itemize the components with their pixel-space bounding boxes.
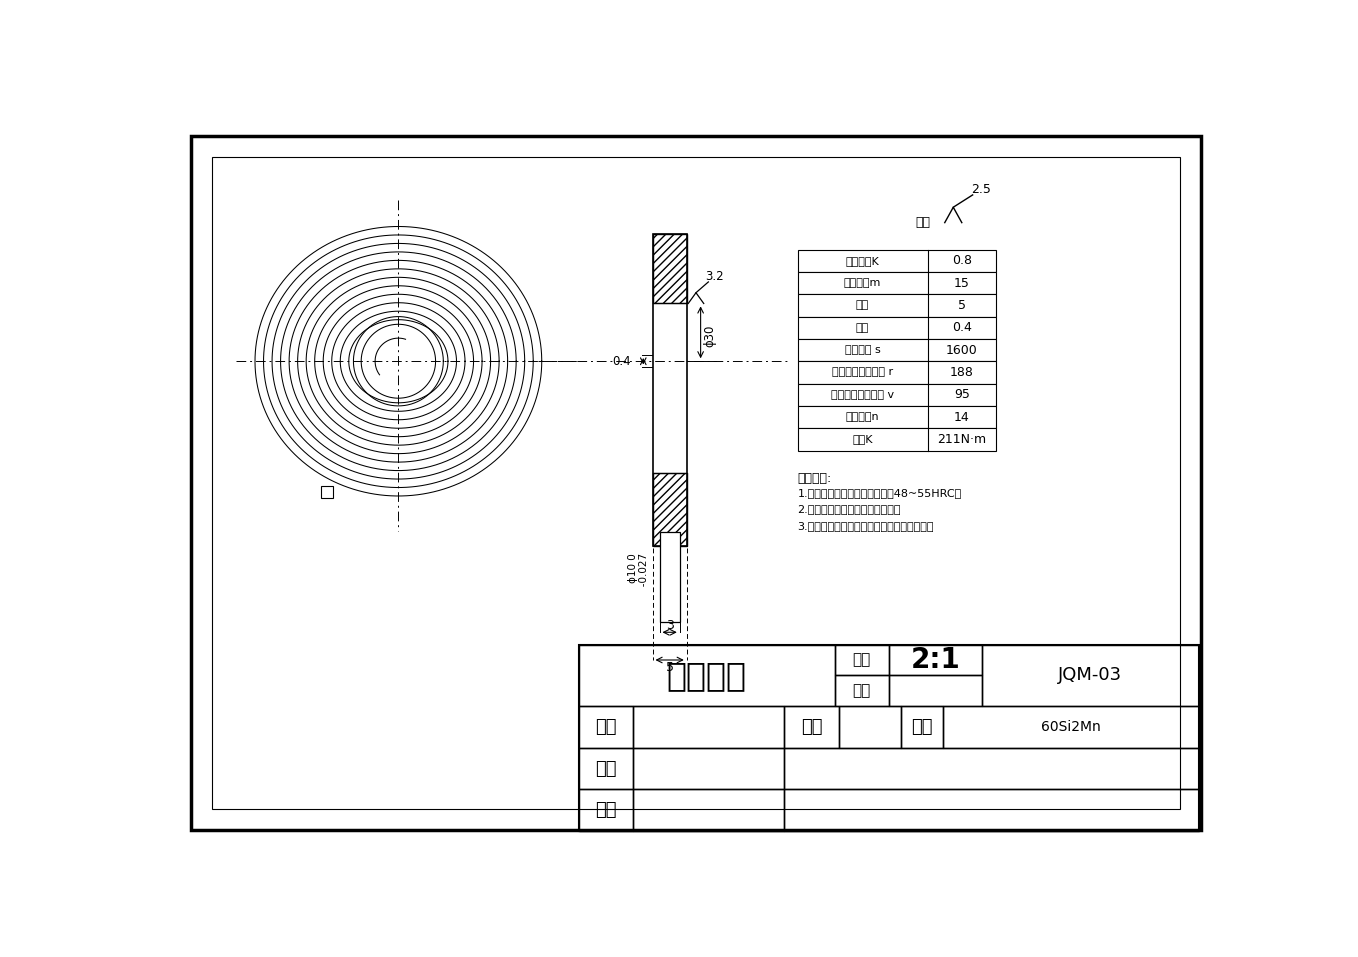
Text: 比例: 比例 (853, 653, 870, 667)
Text: 2.表面热处理：氧化后涂防锈油；: 2.表面热处理：氧化后涂防锈油； (797, 504, 900, 515)
Text: 修正系数K: 修正系数K (846, 256, 880, 266)
Bar (889, 645, 982, 676)
Bar (785, 706, 839, 747)
Text: 1.材料为二级强度热处理钢带，48~55HRC；: 1.材料为二级强度热处理钢带，48~55HRC； (797, 488, 961, 499)
Text: 板厚: 板厚 (856, 323, 869, 333)
Bar (653, 234, 687, 546)
Bar (839, 706, 900, 747)
Text: 强度系数m: 强度系数m (843, 278, 881, 288)
Text: 其余: 其余 (915, 216, 930, 229)
Text: 技术要求:: 技术要求: (797, 472, 831, 485)
Text: 3.2: 3.2 (705, 271, 724, 283)
Text: 0.8: 0.8 (952, 255, 972, 267)
Bar (785, 747, 1199, 790)
Bar (653, 473, 687, 546)
Text: 15: 15 (953, 277, 970, 290)
Text: 211N·m: 211N·m (937, 433, 986, 446)
Text: 2.5: 2.5 (971, 184, 991, 196)
Text: 外簧最大弹分长度 v: 外簧最大弹分长度 v (831, 389, 894, 400)
Text: 5: 5 (957, 299, 966, 312)
Text: ϕ30: ϕ30 (703, 325, 717, 347)
Text: 材料: 材料 (911, 718, 933, 736)
Bar (797, 406, 995, 428)
Bar (944, 706, 1199, 747)
Bar (797, 384, 995, 406)
Bar (797, 272, 995, 294)
Bar (633, 747, 785, 790)
Bar (889, 676, 982, 706)
Bar (653, 234, 687, 303)
Text: 工作长度 s: 工作长度 s (845, 345, 880, 355)
Text: 3.卷制后进行淬火、回火处理，发挥其性能。: 3.卷制后进行淬火、回火处理，发挥其性能。 (797, 521, 934, 530)
Text: ϕ10 0
   -0.027: ϕ10 0 -0.027 (627, 553, 649, 596)
Bar (579, 645, 1199, 831)
Text: 重量: 重量 (801, 718, 822, 736)
Text: 3: 3 (665, 619, 674, 632)
Text: 0.4: 0.4 (612, 355, 631, 367)
Bar (797, 250, 995, 272)
Text: 95: 95 (953, 389, 970, 401)
Bar (579, 790, 633, 831)
Bar (797, 339, 995, 361)
Bar (633, 790, 785, 831)
Bar (660, 532, 680, 621)
Text: 宽度: 宽度 (856, 300, 869, 310)
Text: 1600: 1600 (947, 344, 978, 357)
Bar (653, 234, 687, 546)
Bar (785, 790, 1199, 831)
Bar (982, 645, 1199, 706)
Text: 188: 188 (949, 366, 974, 379)
Text: 制图: 制图 (595, 718, 617, 736)
Bar (797, 317, 995, 339)
Bar (835, 676, 889, 706)
Text: 14: 14 (953, 411, 970, 424)
Bar (633, 706, 785, 747)
Text: 描图: 描图 (595, 760, 617, 778)
Bar (797, 428, 995, 451)
Text: 审核: 审核 (595, 801, 617, 819)
Bar (579, 747, 633, 790)
Bar (835, 645, 889, 676)
Text: 60Si2Mn: 60Si2Mn (1042, 720, 1101, 734)
Bar (900, 706, 944, 747)
Bar (797, 294, 995, 317)
Bar (797, 361, 995, 384)
Text: JQM-03: JQM-03 (1058, 666, 1123, 684)
Text: 发条弹簧: 发条弹簧 (667, 659, 747, 692)
Text: 扭矩K: 扭矩K (853, 434, 873, 444)
Text: 0.4: 0.4 (952, 322, 972, 334)
Text: 数量: 数量 (853, 683, 870, 699)
Text: 5: 5 (665, 660, 674, 674)
Text: 内簧最大弹分长度 r: 内簧最大弹分长度 r (832, 367, 894, 377)
Bar (212, 157, 1180, 810)
Bar (579, 706, 633, 747)
Bar (320, 486, 333, 499)
Bar (579, 645, 835, 706)
Text: 2:1: 2:1 (911, 646, 960, 674)
Text: 卷卷圈数n: 卷卷圈数n (846, 412, 880, 422)
